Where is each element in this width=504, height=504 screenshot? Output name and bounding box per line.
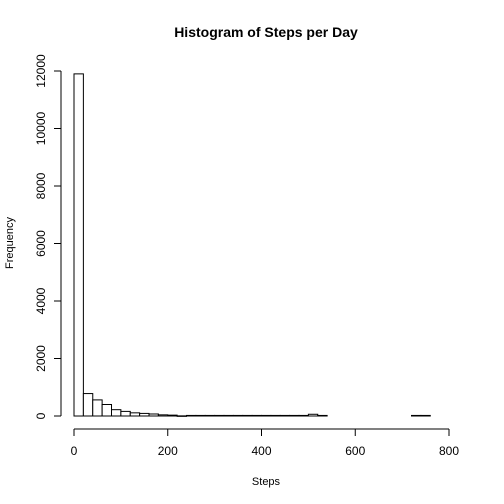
bars-group [73,73,431,417]
histogram-bar [411,414,422,417]
histogram-bar [317,414,328,417]
histogram-bar [157,414,169,417]
histogram-bar [298,414,309,417]
histogram-bar [279,414,291,417]
histogram-bar [261,414,272,417]
histogram-bar [186,414,197,417]
histogram-bar [251,414,263,417]
histogram-bar [223,414,234,417]
histogram-bar [289,414,300,417]
histogram-bar [148,413,159,417]
histogram-bar [420,414,431,417]
histogram-bar [176,415,188,417]
x-tick-label: 600 [345,444,365,458]
x-tick-label: 800 [439,444,459,458]
x-axis-label: Steps [252,476,281,488]
histogram-bar [101,404,113,417]
x-axis: 0 200 400 600 800 [71,428,459,458]
histogram-bar [167,414,178,417]
histogram-bar [129,412,141,417]
y-tick-label: 6000 [34,230,48,257]
histogram-bar [270,414,281,417]
histogram-bar [120,410,131,417]
histogram-bar [232,414,244,417]
histogram-bar [73,73,84,417]
y-axis-label: Frequency [4,217,16,269]
y-tick-label: 8000 [34,172,48,199]
y-tick-label: 4000 [34,287,48,314]
histogram-bar [204,414,216,417]
y-axis: 0 2000 4000 6000 8000 10000 12000 [34,54,62,419]
histogram-bar [307,413,319,417]
x-tick-label: 0 [71,444,78,458]
histogram-bar [214,414,225,417]
chart-title: Histogram of Steps per Day [174,24,358,40]
y-tick-label: 0 [34,412,48,419]
histogram-bar [139,412,150,417]
histogram-bar [82,393,94,417]
x-tick-label: 400 [251,444,271,458]
histogram-bar [92,399,103,417]
y-tick-label: 12000 [34,54,48,88]
y-tick-label: 2000 [34,345,48,372]
histogram-bar [195,414,206,417]
histogram-bar [242,414,253,417]
histogram-bar [111,409,122,417]
x-tick-label: 200 [158,444,178,458]
y-tick-label: 10000 [34,111,48,145]
